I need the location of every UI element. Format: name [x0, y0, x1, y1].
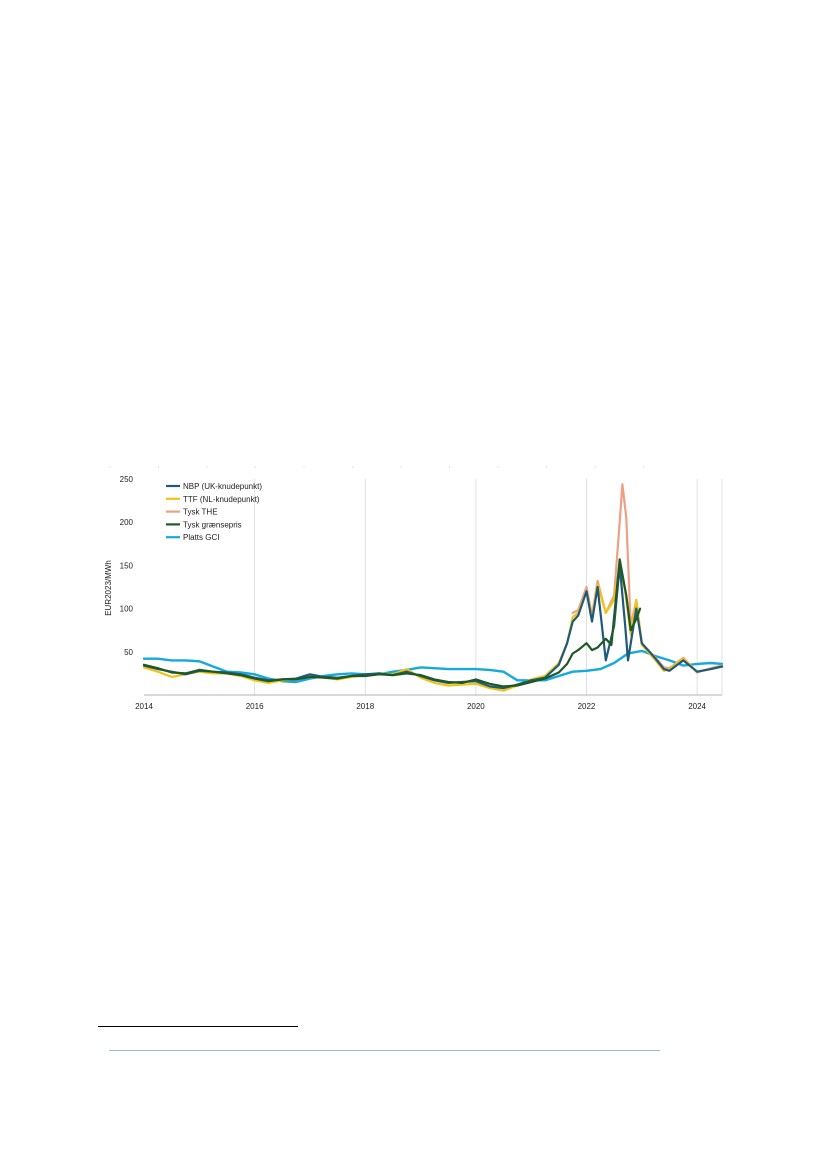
grid-lines	[254, 479, 723, 695]
footnote-separator	[98, 1026, 298, 1027]
x-tick-label: 2020	[467, 702, 485, 711]
border-dot	[255, 466, 256, 468]
legend: NBP (UK-knudepunkt) TTF (NL-knudepunkt) Ty…	[166, 482, 262, 542]
x-tick-label: 2016	[246, 702, 264, 711]
border-dot	[303, 466, 305, 468]
y-tick-label: 200	[120, 518, 134, 527]
x-tick-label: 2018	[356, 702, 374, 711]
link-underline	[109, 1050, 660, 1051]
border-dot	[352, 466, 353, 468]
border-dot	[400, 466, 402, 468]
x-tick-label: 2024	[688, 702, 706, 711]
series-layer	[142, 483, 724, 692]
series-line-1	[142, 564, 724, 690]
legend-label: Tysk THE	[183, 508, 218, 517]
legend-label: Platts GCI	[183, 533, 219, 542]
x-tick-label: 2022	[578, 702, 596, 711]
border-dot	[497, 466, 499, 468]
top-dotted-border	[109, 466, 644, 468]
border-dot	[206, 466, 208, 468]
border-dot	[546, 466, 547, 468]
y-tick-label: 250	[120, 475, 134, 484]
y-tick-label: 150	[120, 561, 134, 570]
series-line-3	[571, 483, 724, 674]
legend-label: Tysk grænsepris	[183, 520, 242, 529]
border-dot	[594, 466, 596, 468]
y-axis-ticks: 50 100 150 200 250	[120, 475, 134, 657]
border-dot	[643, 466, 644, 468]
series-line-4	[142, 558, 642, 688]
x-axis-ticks: 2014 2016 2018 2020 2022 2024	[135, 702, 706, 711]
border-dot	[449, 466, 450, 468]
border-dot	[158, 466, 159, 468]
border-dot	[109, 466, 111, 468]
y-tick-label: 100	[120, 605, 134, 614]
legend-label: TTF (NL-knudepunkt)	[183, 495, 260, 504]
y-tick-label: 50	[124, 648, 133, 657]
legend-label: NBP (UK-knudepunkt)	[183, 482, 262, 491]
series-line-2	[142, 564, 724, 692]
x-tick-label: 2014	[135, 702, 153, 711]
series-line-5	[142, 649, 724, 684]
y-axis-label: EUR2023/MWh	[104, 560, 113, 616]
